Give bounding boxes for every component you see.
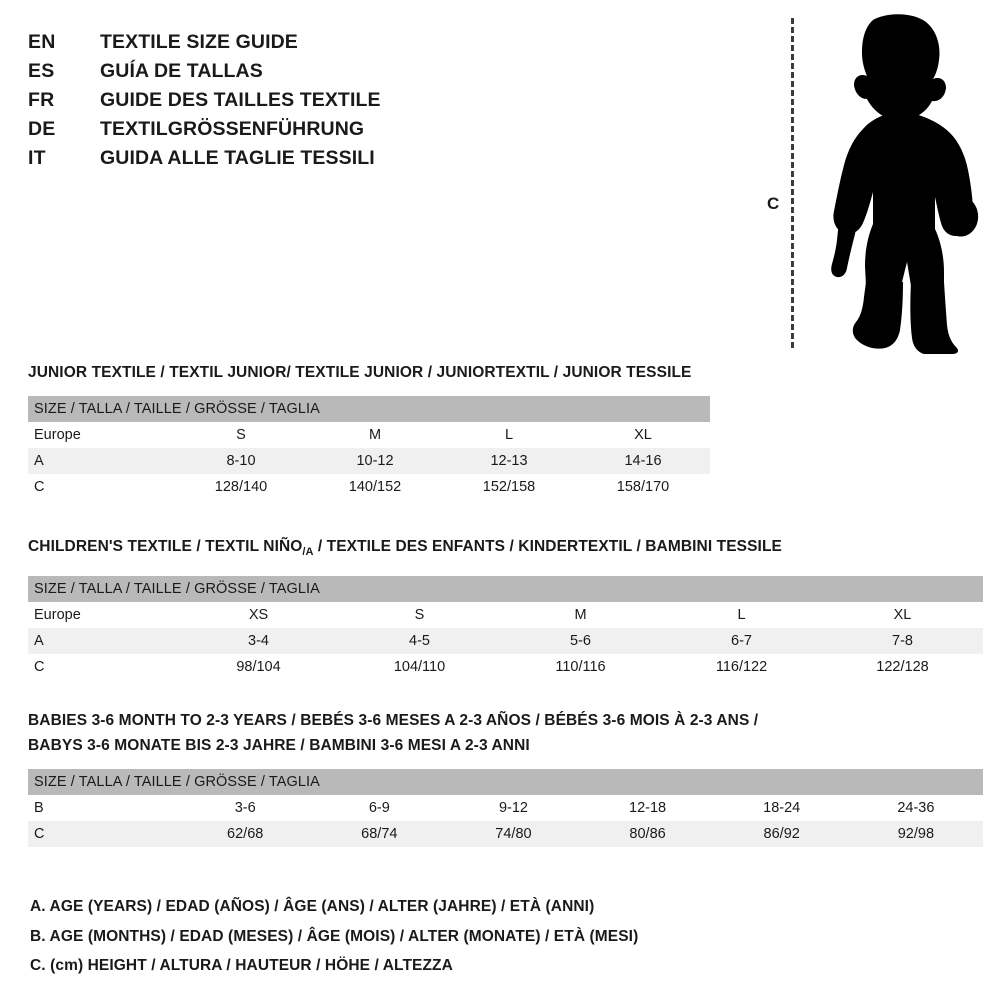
table-cell: L — [442, 422, 576, 448]
table-cell: 10-12 — [308, 448, 442, 474]
table-cell: 98/104 — [178, 654, 339, 681]
table-cell: XL — [576, 422, 711, 448]
table-cell: 86/92 — [714, 821, 849, 847]
table-row: Europe S M L XL — [28, 422, 711, 448]
junior-size-table: SIZE / TALLA / TAILLE / GRÖSSE / TAGLIA … — [28, 396, 711, 500]
language-title: GUIDE DES TAILLES TEXTILE — [100, 89, 381, 111]
table-header-row: SIZE / TALLA / TAILLE / GRÖSSE / TAGLIA — [28, 396, 711, 422]
table-cell: 18-24 — [714, 795, 849, 821]
babies-size-table: SIZE / TALLA / TAILLE / GRÖSSE / TAGLIA … — [28, 769, 983, 847]
table-cell: 122/128 — [822, 654, 984, 681]
table-cell: M — [500, 602, 661, 629]
toddler-silhouette-icon — [831, 14, 979, 354]
row-label: A — [28, 448, 174, 474]
section-title-line1: BABIES 3-6 MONTH TO 2-3 YEARS / BEBÉS 3-… — [28, 712, 759, 729]
legend-line-b: B. AGE (MONTHS) / EDAD (MESES) / ÂGE (MO… — [30, 927, 639, 945]
table-cell: 128/140 — [174, 474, 308, 500]
table-cell: 9-12 — [446, 795, 581, 821]
section-junior-textile: JUNIOR TEXTILE / TEXTIL JUNIOR/ TEXTILE … — [28, 360, 711, 500]
legend-line-a: A. AGE (YEARS) / EDAD (AÑOS) / ÂGE (ANS)… — [30, 898, 595, 915]
table-cell: 62/68 — [178, 821, 313, 847]
table-cell: S — [174, 422, 308, 448]
table-cell: 4-5 — [339, 628, 500, 655]
language-code: IT — [28, 147, 46, 169]
table-row: B 3-6 6-9 9-12 12-18 18-24 24-36 — [28, 795, 983, 821]
dashed-measure-line-icon — [791, 18, 794, 348]
table-cell: 140/152 — [308, 474, 442, 500]
section-title-prefix: CHILDREN'S TEXTILE / TEXTIL NIÑO — [28, 538, 303, 555]
row-label: C — [28, 654, 178, 681]
language-row-de: DE TEXTILGRÖSSENFÜHRUNG — [28, 115, 588, 144]
legend-line-c: C. (cm) HEIGHT / ALTURA / HAUTEUR / HÖHE… — [30, 957, 453, 974]
table-cell: XS — [178, 602, 339, 629]
table-cell: 12-18 — [580, 795, 715, 821]
row-label: B — [28, 795, 179, 821]
multilingual-title-block: EN TEXTILE SIZE GUIDE ES GUÍA DE TALLAS … — [28, 28, 588, 173]
table-header-label: SIZE / TALLA / TAILLE / GRÖSSE / TAGLIA — [28, 576, 984, 603]
section-title-line2: BABYS 3-6 MONATE BIS 2-3 JAHRE / BAMBINI… — [28, 737, 530, 754]
section-title: CHILDREN'S TEXTILE / TEXTIL NIÑO/A / TEX… — [28, 534, 983, 565]
table-row: A 3-4 4-5 5-6 6-7 7-8 — [28, 628, 984, 655]
measurement-legend: A. AGE (YEARS) / EDAD (AÑOS) / ÂGE (ANS)… — [30, 892, 730, 981]
table-cell: 7-8 — [822, 628, 984, 655]
language-row-fr: FR GUIDE DES TAILLES TEXTILE — [28, 86, 588, 115]
section-babies-textile: BABIES 3-6 MONTH TO 2-3 YEARS / BEBÉS 3-… — [28, 708, 983, 847]
table-cell: 104/110 — [339, 654, 500, 681]
table-row: C 128/140 140/152 152/158 158/170 — [28, 474, 711, 500]
table-cell: 14-16 — [576, 448, 711, 474]
row-label: C — [28, 474, 174, 500]
row-label: Europe — [28, 422, 174, 448]
table-cell: L — [661, 602, 822, 629]
table-cell: 5-6 — [500, 628, 661, 655]
table-header-row: SIZE / TALLA / TAILLE / GRÖSSE / TAGLIA — [28, 769, 983, 795]
section-title: JUNIOR TEXTILE / TEXTIL JUNIOR/ TEXTILE … — [28, 364, 692, 381]
table-cell: M — [308, 422, 442, 448]
table-cell: 152/158 — [442, 474, 576, 500]
table-cell: 158/170 — [576, 474, 711, 500]
table-row: A 8-10 10-12 12-13 14-16 — [28, 448, 711, 474]
language-row-es: ES GUÍA DE TALLAS — [28, 57, 588, 86]
language-code: EN — [28, 31, 56, 53]
table-row: C 98/104 104/110 110/116 116/122 122/128 — [28, 654, 984, 681]
section-title-subscript: /A — [302, 546, 314, 559]
table-header-label: SIZE / TALLA / TAILLE / GRÖSSE / TAGLIA — [28, 769, 983, 795]
table-cell: XL — [822, 602, 984, 629]
table-cell: 92/98 — [848, 821, 983, 847]
table-header-row: SIZE / TALLA / TAILLE / GRÖSSE / TAGLIA — [28, 576, 984, 603]
table-row: C 62/68 68/74 74/80 80/86 86/92 92/98 — [28, 821, 983, 847]
height-measure-label: C — [767, 194, 780, 213]
language-code: ES — [28, 60, 55, 82]
table-cell: S — [339, 602, 500, 629]
language-row-en: EN TEXTILE SIZE GUIDE — [28, 28, 588, 57]
row-label: Europe — [28, 602, 178, 629]
table-row: Europe XS S M L XL — [28, 602, 984, 629]
table-cell: 74/80 — [446, 821, 581, 847]
section-childrens-textile: CHILDREN'S TEXTILE / TEXTIL NIÑO/A / TEX… — [28, 534, 984, 681]
table-cell: 3-6 — [178, 795, 313, 821]
height-measurement-figure: C — [755, 8, 995, 358]
row-label: A — [28, 628, 178, 655]
table-cell: 6-7 — [661, 628, 822, 655]
children-size-table: SIZE / TALLA / TAILLE / GRÖSSE / TAGLIA … — [28, 576, 984, 681]
language-title: TEXTILGRÖSSENFÜHRUNG — [100, 118, 365, 140]
table-cell: 110/116 — [500, 654, 661, 681]
table-cell: 3-4 — [178, 628, 339, 655]
language-title: GUÍA DE TALLAS — [100, 60, 263, 82]
section-title-suffix: / TEXTILE DES ENFANTS / KINDERTEXTIL / B… — [313, 538, 782, 555]
table-cell: 24-36 — [848, 795, 983, 821]
table-cell: 68/74 — [312, 821, 447, 847]
row-label: C — [28, 821, 179, 847]
table-header-label: SIZE / TALLA / TAILLE / GRÖSSE / TAGLIA — [28, 396, 711, 422]
table-cell: 116/122 — [661, 654, 822, 681]
table-cell: 80/86 — [580, 821, 715, 847]
language-title: TEXTILE SIZE GUIDE — [100, 31, 298, 53]
language-title: GUIDA ALLE TAGLIE TESSILI — [100, 147, 375, 169]
language-code: DE — [28, 118, 56, 140]
language-row-it: IT GUIDA ALLE TAGLIE TESSILI — [28, 144, 588, 173]
language-code: FR — [28, 89, 55, 111]
table-cell: 8-10 — [174, 448, 308, 474]
table-cell: 12-13 — [442, 448, 576, 474]
table-cell: 6-9 — [312, 795, 447, 821]
